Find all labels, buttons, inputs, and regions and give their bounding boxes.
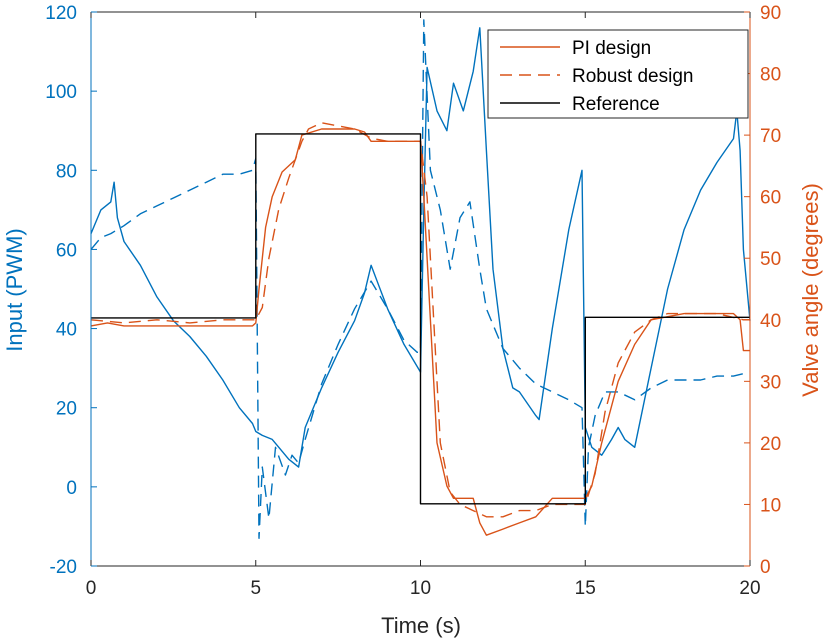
y-tick-label-right: 10 [760,495,781,516]
series-line-input-robust [90,19,751,539]
x-tick-label: 10 [410,578,431,599]
series-line-input-pi [90,27,751,468]
x-tick-label: 0 [86,578,97,599]
legend-label-robust-design: Robust design [572,66,693,87]
series-line-reference [91,133,750,505]
y-tick-label-right: 30 [760,372,781,393]
axes-layer: 0 5 10 15 20-2002040608010012001020304050607… [45,3,781,599]
y-tick-label-left: -20 [50,557,77,578]
y-tick-label-left: 80 [56,161,77,182]
legend: PI design Robust design Reference [487,29,749,119]
x-tick-label: 20 [739,578,760,599]
y-axis-label-left: Input (PWM) [2,228,27,351]
x-tick-label: 15 [575,578,596,599]
y-tick-label-left: 20 [56,399,77,420]
y-tick-label-right: 80 [760,65,781,86]
y-tick-label-left: 100 [45,82,77,103]
y-axis-label-right: Valve angle (degrees) [798,183,823,397]
y-tick-label-right: 70 [760,126,781,147]
y-tick-label-right: 60 [760,188,781,209]
y-tick-label-right: 20 [760,434,781,455]
y-tick-label-left: 0 [66,478,77,499]
y-tick-label-right: 40 [760,311,781,332]
y-tick-label-right: 0 [760,557,771,578]
x-tick-label: 5 [250,578,261,599]
x-axis-label: Time (s) [381,613,461,638]
legend-label-reference: Reference [572,94,660,115]
series-line-robust-design [90,122,750,518]
y-tick-label-left: 60 [56,240,77,261]
y-tick-label-left: 40 [56,320,77,341]
y-tick-label-right: 90 [760,3,781,24]
y-tick-label-right: 50 [760,249,781,270]
series-layer [90,19,751,539]
y-tick-label-left: 120 [45,3,77,24]
series-line-pi-design [90,128,750,536]
legend-label-pi-design: PI design [572,38,651,59]
